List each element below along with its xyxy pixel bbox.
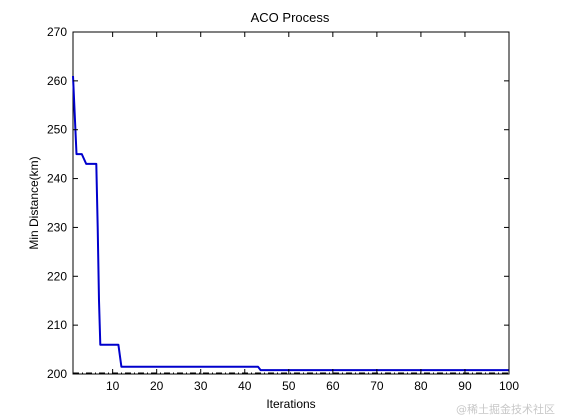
y-axis-label: Min Distance(km) <box>27 156 41 249</box>
x-tick-label: 90 <box>458 379 472 393</box>
watermark: @稀土掘金技术社区 <box>456 403 555 416</box>
x-tick-label: 60 <box>326 379 340 393</box>
y-tick-label: 250 <box>47 123 67 137</box>
x-tick-label: 20 <box>150 379 164 393</box>
x-axis-label: Iterations <box>266 397 315 411</box>
y-tick-label: 200 <box>47 367 67 381</box>
x-tick-label: 30 <box>194 379 208 393</box>
y-tick-label: 210 <box>47 318 67 332</box>
y-tick-label: 220 <box>47 269 67 283</box>
x-tick-label: 70 <box>370 379 384 393</box>
x-tick-label: 80 <box>414 379 428 393</box>
x-tick-label: 10 <box>106 379 120 393</box>
y-tick-label: 270 <box>47 25 67 39</box>
series-layer <box>72 75 509 374</box>
series-line-1 <box>72 75 509 372</box>
x-tick-label: 100 <box>499 379 519 393</box>
y-tick-label: 260 <box>47 74 67 88</box>
x-tick-label: 50 <box>282 379 296 393</box>
plot-area <box>72 31 510 375</box>
y-tick-label: 230 <box>47 220 67 234</box>
y-tick-label: 240 <box>47 172 67 186</box>
x-tick-label: 40 <box>238 379 252 393</box>
x-axis-ticks: 10 20 30 40 50 60 70 80 90 100 <box>106 32 519 393</box>
y-axis-ticks: 200 210 220 230 240 250 260 270 <box>47 25 509 381</box>
chart-title: ACO Process <box>251 10 330 25</box>
